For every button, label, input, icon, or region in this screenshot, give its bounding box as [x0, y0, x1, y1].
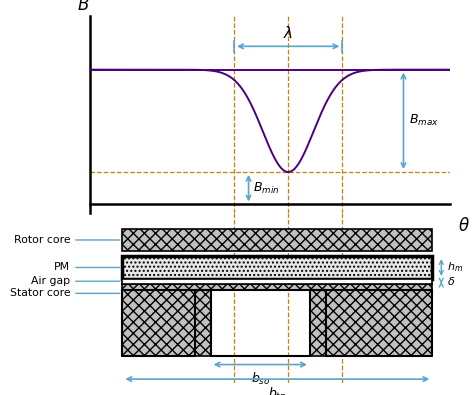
- Bar: [122, 256, 432, 279]
- Text: $B$: $B$: [77, 0, 89, 14]
- Text: $\lambda$: $\lambda$: [283, 25, 293, 41]
- Bar: [326, 290, 432, 356]
- Bar: [310, 290, 326, 356]
- Text: PM: PM: [54, 263, 120, 273]
- Bar: [122, 256, 432, 279]
- Text: Stator core: Stator core: [9, 288, 120, 298]
- Text: Air gap: Air gap: [31, 276, 120, 286]
- Text: $\delta$: $\delta$: [447, 275, 455, 287]
- Text: Rotor core: Rotor core: [14, 235, 120, 245]
- Text: $B_{max}$: $B_{max}$: [409, 113, 438, 128]
- Bar: [122, 229, 432, 251]
- Text: $b_{so}$: $b_{so}$: [251, 371, 270, 387]
- Bar: [194, 290, 211, 356]
- Text: $b_{tp}$: $b_{tp}$: [268, 386, 287, 395]
- Text: $\theta$: $\theta$: [458, 217, 470, 235]
- Text: $B_{min}$: $B_{min}$: [253, 181, 279, 196]
- Bar: [122, 279, 432, 284]
- Bar: [122, 284, 432, 290]
- Text: $h_m$: $h_m$: [447, 261, 463, 275]
- Bar: [122, 290, 194, 356]
